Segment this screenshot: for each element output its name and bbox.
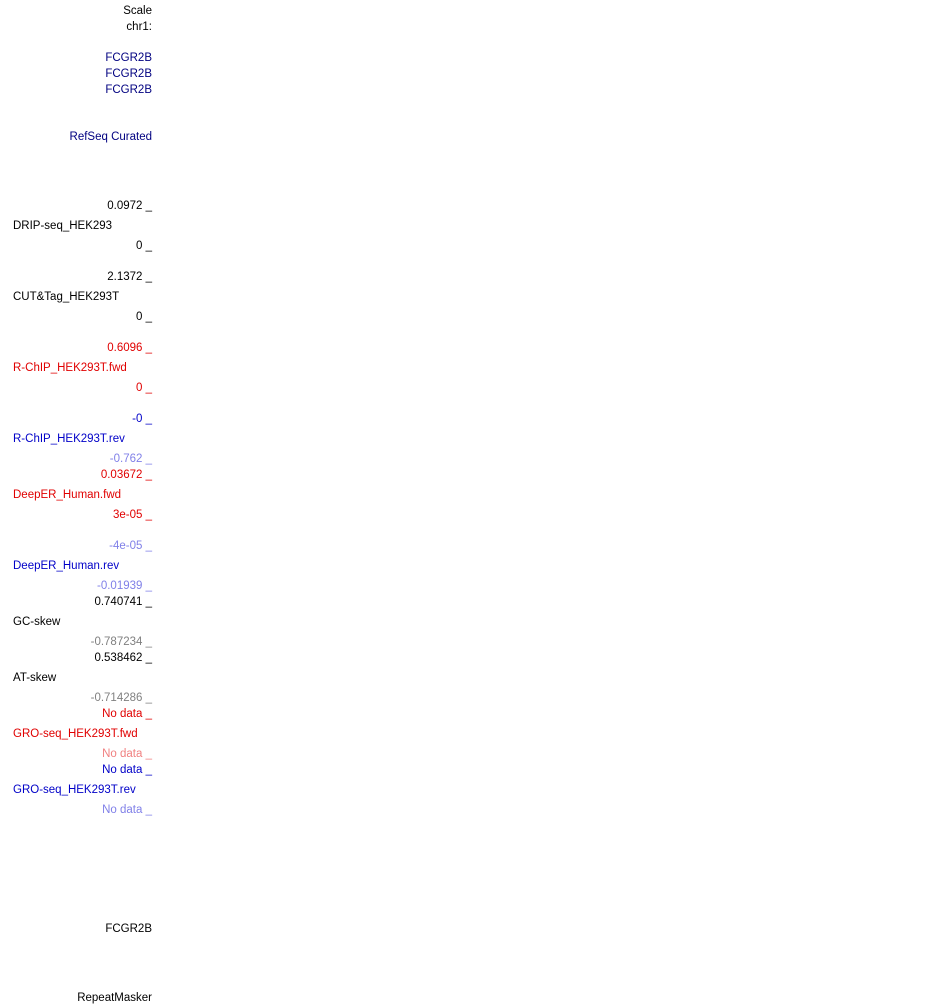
gc-skew-min-value: -0.787234 _ bbox=[90, 636, 152, 648]
r-chip-fwd-max-value: 0.6096 _ bbox=[107, 342, 152, 354]
track-data-area[interactable] bbox=[160, 0, 950, 1006]
gro-seq-rev-max-value: No data _ bbox=[102, 764, 152, 776]
deeper-fwd-min-value: 3e-05 _ bbox=[112, 509, 152, 521]
drip-seq-track-label[interactable]: DRIP-seq_HEK293 bbox=[13, 220, 113, 232]
scale-label: Scale bbox=[123, 5, 152, 17]
gene-name-label[interactable]: FCGR2B bbox=[105, 923, 152, 935]
deeper-rev-max-value: -4e-05 _ bbox=[109, 540, 152, 552]
gro-seq-fwd-track-label[interactable]: GRO-seq_HEK293T.fwd bbox=[13, 728, 138, 740]
refseq-curated-track-label[interactable]: RefSeq Curated bbox=[69, 131, 152, 143]
cut-tag-min-value: 0 _ bbox=[136, 311, 152, 323]
at-skew-track-label[interactable]: AT-skew bbox=[13, 672, 57, 684]
gc-skew-max-value: 0.740741 _ bbox=[94, 596, 152, 608]
at-skew-min-value: -0.714286 _ bbox=[90, 692, 152, 704]
r-chip-rev-max-value: -0 _ bbox=[132, 413, 152, 425]
gro-seq-fwd-max-value: No data _ bbox=[102, 708, 152, 720]
drip-seq-min-value: 0 _ bbox=[136, 240, 152, 252]
gene-name-label[interactable]: FCGR2B bbox=[105, 68, 152, 80]
deeper-rev-min-value: -0.01939 _ bbox=[97, 580, 152, 592]
repeatmasker-track-label[interactable]: RepeatMasker bbox=[77, 992, 152, 1004]
deeper-fwd-max-value: 0.03672 _ bbox=[100, 469, 152, 481]
track-label-panel: Scale chr1: FCGR2B FCGR2B FCGR2B RefSeq … bbox=[0, 0, 160, 1006]
deeper-fwd-track-label[interactable]: DeepER_Human.fwd bbox=[13, 489, 122, 501]
gro-seq-rev-min-value: No data _ bbox=[102, 804, 152, 816]
gro-seq-rev-track-label[interactable]: GRO-seq_HEK293T.rev bbox=[13, 784, 136, 796]
gc-skew-track-label[interactable]: GC-skew bbox=[13, 616, 61, 628]
r-chip-rev-track-label[interactable]: R-ChIP_HEK293T.rev bbox=[13, 433, 125, 445]
gene-name-label[interactable]: FCGR2B bbox=[105, 84, 152, 96]
deeper-rev-track-label[interactable]: DeepER_Human.rev bbox=[13, 560, 120, 572]
r-chip-fwd-min-value: 0 _ bbox=[136, 382, 152, 394]
drip-seq-max-value: 0.0972 _ bbox=[107, 200, 152, 212]
gene-name-label[interactable]: FCGR2B bbox=[105, 52, 152, 64]
r-chip-fwd-track-label[interactable]: R-ChIP_HEK293T.fwd bbox=[13, 362, 127, 374]
at-skew-max-value: 0.538462 _ bbox=[94, 652, 152, 664]
cut-tag-max-value: 2.1372 _ bbox=[107, 271, 152, 283]
gro-seq-fwd-min-value: No data _ bbox=[102, 748, 152, 760]
r-chip-rev-min-value: -0.762 _ bbox=[109, 453, 152, 465]
chromosome-label: chr1: bbox=[126, 21, 152, 33]
cut-tag-track-label[interactable]: CUT&Tag_HEK293T bbox=[13, 291, 120, 303]
